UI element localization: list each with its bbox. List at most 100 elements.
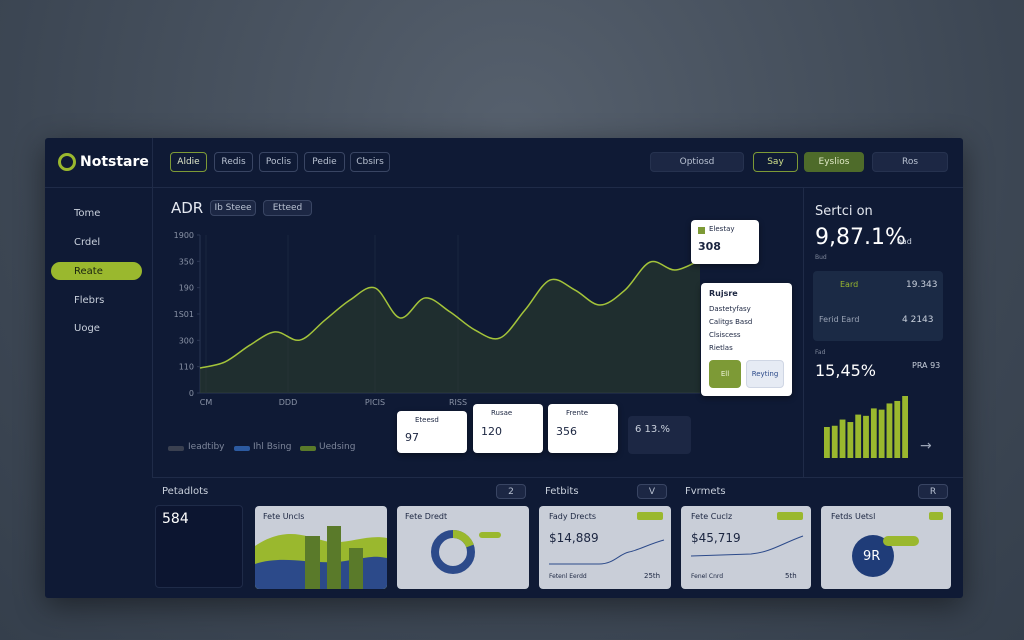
popup-item[interactable]: Calitgs Basd <box>709 318 753 326</box>
bar <box>870 408 877 458</box>
card-footer: Fetenl Eerdd <box>549 573 587 580</box>
card-value: 584 <box>162 511 189 527</box>
button[interactable]: Ib Steee <box>210 200 256 216</box>
search[interactable]: Optiosd <box>650 152 744 172</box>
bar <box>839 419 846 458</box>
legend-label: Ieadtiby <box>188 442 225 452</box>
section-title: Fvrmets <box>685 486 726 497</box>
logo[interactable]: Notstare <box>80 154 149 170</box>
card-value: 356 <box>556 425 577 438</box>
card-title: Fete Dredt <box>405 512 448 521</box>
popup-button[interactable]: Ell <box>709 360 741 388</box>
card-title: 6 13.% <box>635 424 670 435</box>
tag: PRA 93 <box>912 361 941 370</box>
popup-button[interactable]: Reyting <box>746 360 784 388</box>
bar <box>855 414 862 458</box>
select[interactable]: 2 <box>496 484 526 499</box>
donut-decor <box>431 529 501 574</box>
popup-item[interactable]: Clsiscess <box>709 331 741 339</box>
card-footer-value: 5th <box>785 572 797 580</box>
select[interactable]: V <box>637 484 667 499</box>
y-tick-label: 110 <box>179 363 194 372</box>
legend-label: Uedsing <box>319 442 356 452</box>
sidebar-item[interactable]: Uoge <box>74 323 100 334</box>
row-label: Eard <box>840 280 859 289</box>
card-title: Fete Cuclz <box>691 512 733 521</box>
arrow[interactable]: → <box>920 438 932 454</box>
card-title: Rusae <box>491 409 513 417</box>
card-title: Fady Drects <box>549 512 597 521</box>
mini-card: Eteesd 97 <box>397 411 467 453</box>
right-divider <box>803 188 804 478</box>
sidebar-item[interactable]: Flebrs <box>74 295 105 306</box>
x-tick-label: PICIS <box>365 398 385 407</box>
nav-tab[interactable]: Poclis <box>259 152 298 172</box>
popup-item[interactable]: Dastetyfasy <box>709 305 751 313</box>
row-label: Ferid Eard <box>819 315 860 324</box>
caption: Fad <box>815 349 826 356</box>
nav-tab[interactable]: Redis <box>214 152 253 172</box>
spark-card: Fete Cuclz $45,719 Fenel Cnrd 5th <box>681 506 811 589</box>
y-tick-label: 0 <box>189 389 194 398</box>
tooltip-title: Elestay <box>709 225 735 233</box>
card-value: 120 <box>481 425 502 438</box>
spark-decor <box>690 512 804 557</box>
select[interactable]: R <box>918 484 948 499</box>
nav-tab[interactable]: Cbsirs <box>350 152 390 172</box>
card-value: $14,889 <box>549 531 599 545</box>
active-pill <box>51 262 142 280</box>
legend-swatch <box>168 446 184 451</box>
button[interactable]: Etteed <box>263 200 312 216</box>
card-value: 9R <box>863 549 881 564</box>
nav-tab[interactable]: Aldie <box>170 152 207 172</box>
spark-decor <box>549 512 665 565</box>
badge-card: Fetds Uetsl 9R <box>821 506 951 589</box>
donut-card: Fete Dredt <box>397 506 529 589</box>
sidebar-item[interactable]: Crdel <box>74 237 101 248</box>
y-tick-label: 350 <box>179 257 194 266</box>
row-value: 19.343 <box>906 280 938 290</box>
area-decor <box>255 526 387 589</box>
bar <box>886 403 893 458</box>
y-tick-label: 1900 <box>174 231 194 240</box>
card-title: Fetds Uetsl <box>831 512 876 521</box>
card-title: Fete Uncls <box>263 512 305 521</box>
popup-item[interactable]: Rietlas <box>709 344 733 352</box>
sidebar-item[interactable]: Reate <box>74 266 103 277</box>
nav-tab[interactable]: Pedie <box>304 152 345 172</box>
legend-label: Ihl Bsing <box>253 442 292 452</box>
bar <box>902 396 908 458</box>
sidebar-item[interactable]: Tome <box>74 208 101 219</box>
section-title: Petadlots <box>162 486 209 497</box>
bar <box>894 400 901 458</box>
button[interactable]: Eyslios <box>804 152 864 172</box>
header-divider <box>45 187 963 188</box>
logo-icon <box>58 153 76 171</box>
y-tick-label: 190 <box>179 284 194 293</box>
icon <box>698 227 705 234</box>
bar <box>878 409 885 458</box>
button[interactable]: Ros <box>872 152 948 172</box>
legend-swatch <box>234 446 250 451</box>
kpi-unit: oad <box>897 237 912 246</box>
card-value: 97 <box>405 431 419 444</box>
tooltip: Elestay 308 <box>691 220 759 264</box>
card-footer: Fenel Cnrd <box>691 573 724 580</box>
x-tick-label: RISS <box>449 398 467 407</box>
button[interactable]: Say <box>753 152 798 172</box>
x-tick-label: CM <box>200 398 213 407</box>
card-value: $45,719 <box>691 531 741 545</box>
spark-card: Fady Drects $14,889 Fetenl Eerdd 25th <box>539 506 671 589</box>
chart-title: ADR <box>171 199 204 217</box>
x-tick-label: DDD <box>279 398 297 407</box>
bar-card <box>155 505 243 588</box>
sidebar-divider <box>152 138 153 478</box>
bar <box>824 427 830 458</box>
bar <box>831 425 838 458</box>
mini-card: Frente 356 <box>548 404 618 453</box>
y-tick-label: 1S01 <box>174 310 194 319</box>
mini-card: 6 13.% <box>628 416 691 454</box>
